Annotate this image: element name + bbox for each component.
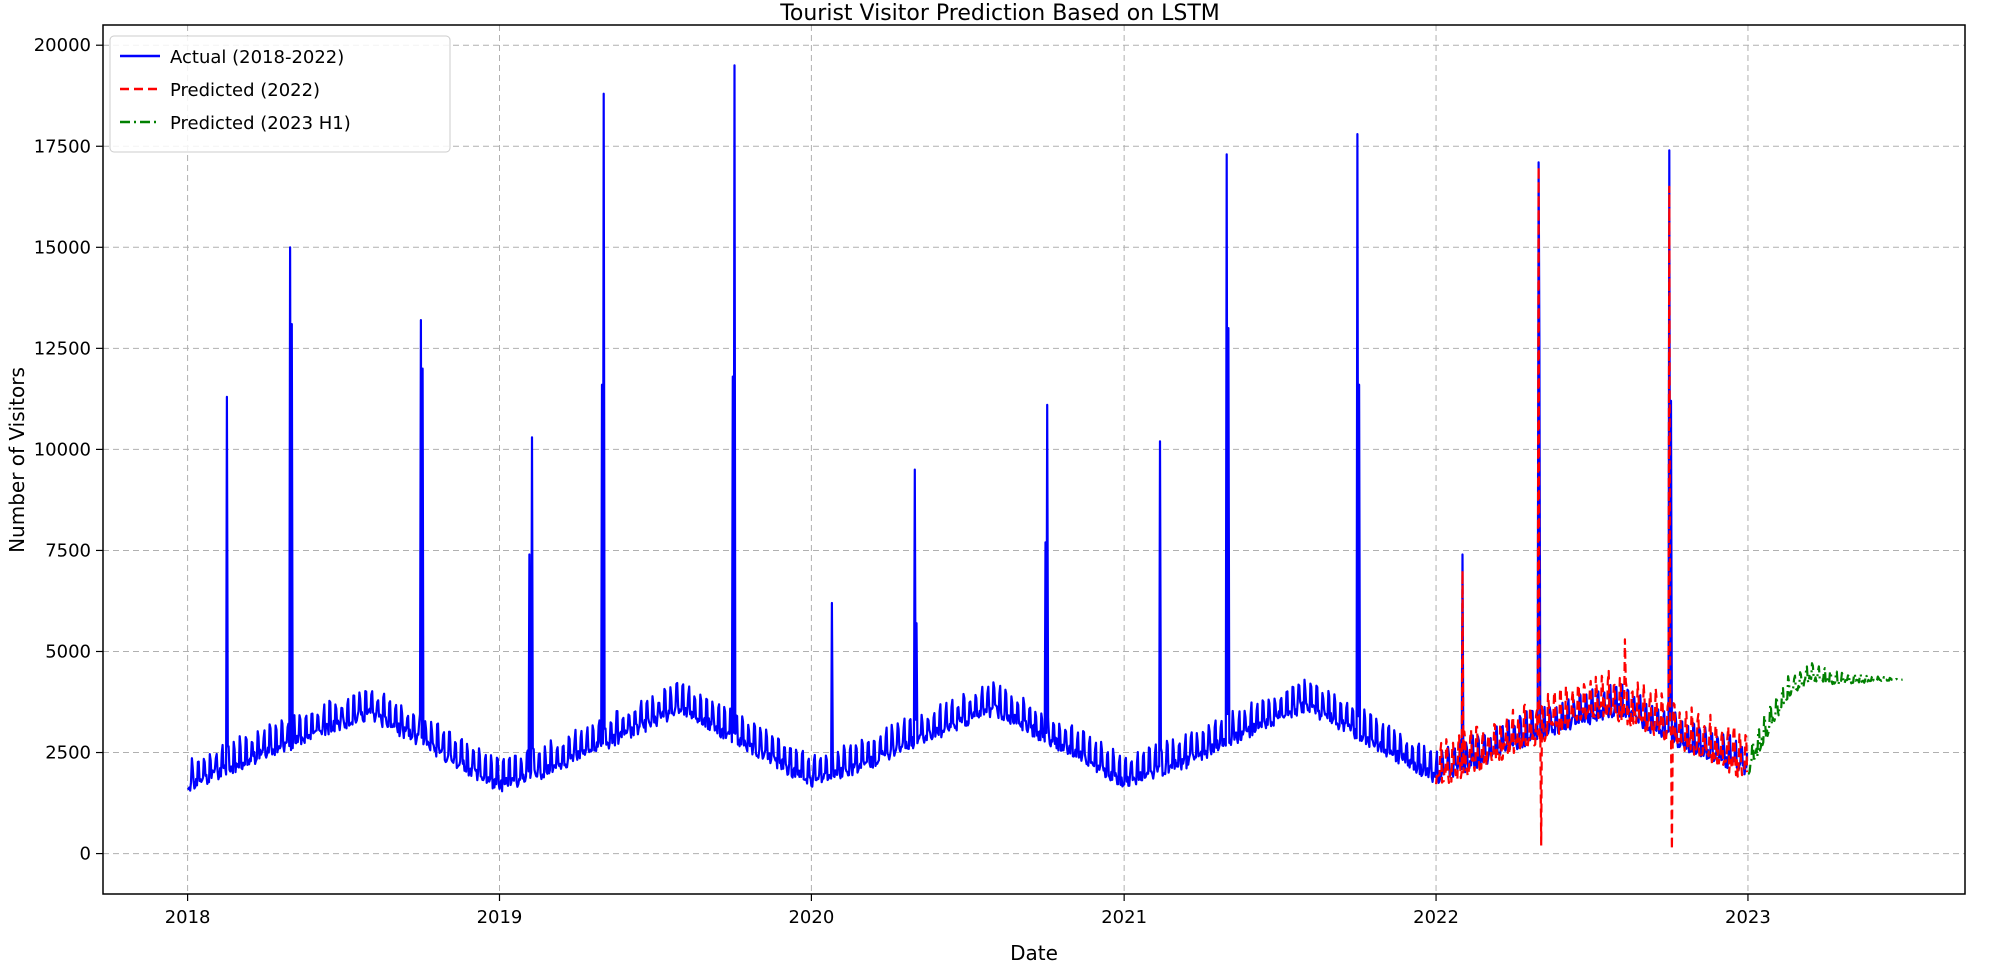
- y-tick-label: 7500: [45, 540, 91, 561]
- x-tick-label: 2019: [477, 907, 523, 928]
- y-tick-label: 2500: [45, 743, 91, 764]
- chart-title: Tourist Visitor Prediction Based on LSTM: [779, 1, 1220, 26]
- legend-label-0: Actual (2018-2022): [170, 47, 344, 68]
- series-layer: [186, 64, 1903, 851]
- y-tick-label: 15000: [34, 237, 91, 258]
- y-axis: 0 2500 5000 7500 10000 12500 15000 17500 20000: [34, 35, 103, 865]
- y-tick-label: 0: [80, 844, 91, 865]
- legend-label-2: Predicted (2023 H1): [170, 113, 351, 134]
- legend-label-1: Predicted (2022): [170, 80, 320, 101]
- legend-box: [109, 35, 451, 153]
- x-tick-label: 2018: [165, 907, 211, 928]
- series-line-1: [1435, 165, 1749, 851]
- y-tick-label: 17500: [34, 136, 91, 157]
- y-tick-label: 20000: [34, 35, 91, 56]
- grid: [103, 25, 1965, 894]
- plot-frame: [102, 24, 1966, 895]
- series-line-0: [186, 64, 1749, 793]
- y-tick-label: 12500: [34, 338, 91, 359]
- x-tick-label: 2021: [1101, 907, 1147, 928]
- series-line-2: [1747, 662, 1903, 775]
- x-tick-label: 2020: [788, 907, 834, 928]
- legend: Actual (2018-2022) Predicted (2022) Predic…: [109, 35, 451, 153]
- x-tick-label: 2022: [1413, 907, 1459, 928]
- y-axis-label: Number of Visitors: [5, 367, 29, 553]
- x-tick-label: 2023: [1725, 907, 1771, 928]
- y-tick-label: 5000: [45, 641, 91, 662]
- x-axis-label: Date: [1010, 941, 1058, 965]
- y-tick-label: 10000: [34, 439, 91, 460]
- x-axis: 2018 2019 2020 2021 2022 2023: [165, 894, 1771, 928]
